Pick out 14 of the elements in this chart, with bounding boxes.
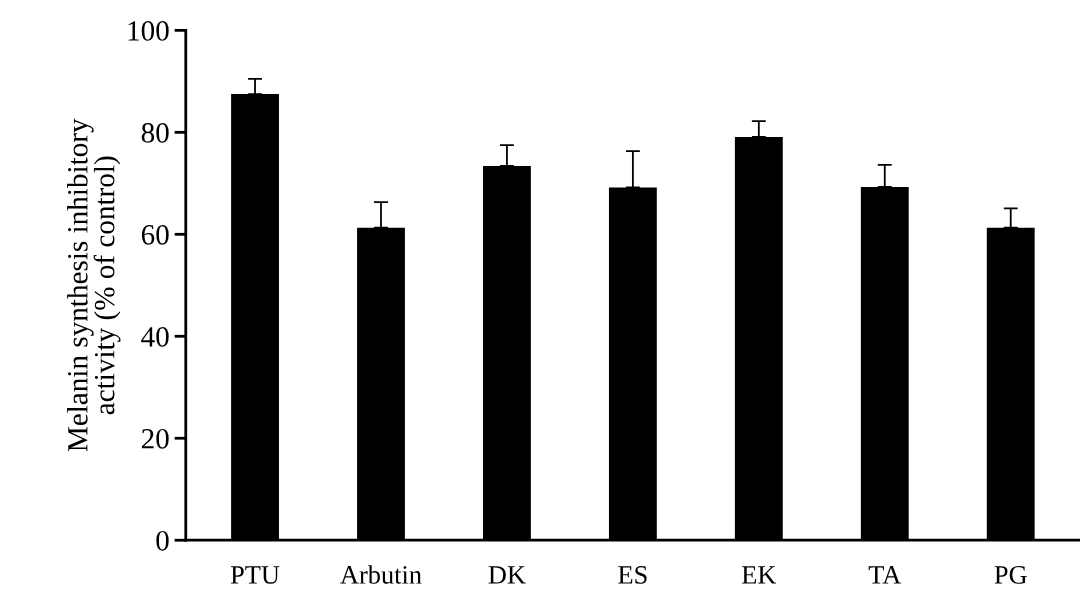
x-tick-label: EK: [742, 566, 777, 584]
x-tick-label: ES: [618, 566, 647, 584]
y-tick-label: 80: [141, 123, 169, 143]
x-tick-label: Arbutin: [340, 565, 422, 584]
y-tick-label: 100: [128, 21, 169, 41]
x-tick-label: PTU: [230, 566, 280, 584]
y-tick-label: 20: [141, 428, 169, 449]
x-tick-label: TA: [868, 566, 902, 584]
x-tick-label: DK: [488, 566, 526, 584]
y-axis-title: Melanin synthesis inhibitory activity (% of control): [67, 118, 121, 452]
y-tick-label: 0: [156, 530, 169, 551]
y-tick-label: 60: [141, 225, 169, 245]
y-tick-label: 40: [141, 327, 169, 347]
x-tick-label: PG: [994, 566, 1027, 584]
